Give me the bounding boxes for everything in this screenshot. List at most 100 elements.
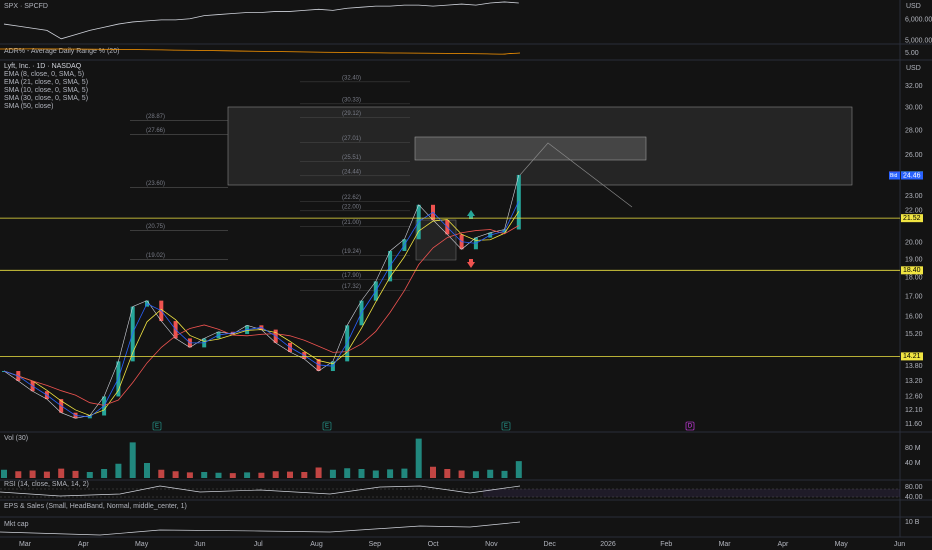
- y-tick-label: 11.60: [905, 421, 922, 428]
- spx-line: [3, 1, 519, 40]
- y-tick-label: 18.00: [905, 274, 923, 281]
- tag-label: Bid: [890, 173, 897, 179]
- price-tag-label: 18.40: [903, 267, 921, 274]
- event-marker-label: E: [504, 424, 508, 430]
- fib-label: (32.40): [342, 75, 361, 81]
- event-marker: [322, 421, 332, 431]
- event-marker-label: E: [325, 424, 329, 430]
- volume-bar: [86, 472, 93, 478]
- volume-bar: [115, 463, 122, 478]
- fib-label: (29.12): [342, 111, 361, 117]
- fib-label: (19.24): [342, 249, 361, 255]
- event-marker: [501, 421, 511, 431]
- zone-box: [227, 106, 853, 186]
- price-tag-label: 14.21: [903, 353, 921, 360]
- moving-average: [3, 200, 520, 418]
- indicator-legend: SMA (30, close, 0, SMA, 5): [4, 95, 88, 102]
- up-arrow: [467, 210, 475, 219]
- volume-bar: [58, 468, 65, 478]
- y-tick-label: 5.00: [905, 50, 919, 57]
- fib-label: (17.90): [342, 273, 361, 279]
- x-tick-label: Apr: [777, 541, 789, 548]
- y-tick-label: 30.00: [905, 104, 923, 111]
- volume-bar: [329, 469, 336, 478]
- volume-bar: [430, 466, 436, 478]
- currency-label: USD: [906, 3, 921, 10]
- y-tick-label: 13.80: [905, 363, 923, 370]
- fib-label: (19.02): [146, 253, 165, 259]
- volume-bar: [287, 471, 293, 478]
- adr-line: [0, 48, 521, 55]
- volume-bar: [372, 470, 379, 478]
- y-tick-label: 19.00: [905, 256, 923, 263]
- mktcap-line: [0, 521, 521, 536]
- y-tick-label: 12.60: [905, 393, 923, 400]
- volume-bar: [229, 473, 236, 478]
- volume-bar: [201, 472, 208, 478]
- x-tick-label: May: [135, 541, 149, 548]
- volume-bar: [415, 438, 422, 478]
- x-tick-label: Mar: [19, 541, 32, 548]
- fib-label: (27.01): [342, 136, 361, 142]
- target-box: [414, 136, 647, 161]
- fib-label: (27.66): [146, 128, 165, 134]
- volume-bar: [215, 472, 222, 478]
- event-marker: [152, 421, 162, 431]
- y-tick-label: 16.00: [905, 314, 923, 321]
- fib-label: (21.00): [342, 220, 361, 226]
- volume-bar: [43, 471, 50, 478]
- pane-label: Mkt cap: [4, 521, 29, 528]
- fib-label: (30.33): [342, 97, 361, 103]
- y-tick-label: 17.00: [905, 294, 923, 301]
- price-tag-label: 21.52: [903, 215, 921, 222]
- volume-bar: [344, 468, 351, 478]
- y-tick-label: 80.00: [905, 484, 923, 491]
- volume-bar: [387, 469, 394, 478]
- y-tick-label: 12.10: [905, 407, 923, 414]
- moving-average: [3, 225, 520, 406]
- fib-label: (17.32): [342, 284, 361, 290]
- volume-bar: [444, 469, 451, 478]
- x-tick-label: Jul: [254, 541, 263, 548]
- y-tick-label: 40 M: [905, 460, 921, 467]
- x-tick-label: Feb: [660, 541, 672, 548]
- volume-bar: [487, 469, 494, 478]
- volume-bar: [158, 469, 165, 478]
- volume-bar: [515, 461, 522, 478]
- candle: [516, 174, 521, 230]
- pane-label: Vol (30): [4, 435, 28, 442]
- fib-label: (24.44): [342, 169, 361, 175]
- fib-label: (23.60): [146, 181, 165, 187]
- y-tick-label: 6,000.00: [905, 17, 932, 24]
- x-tick-label: Dec: [543, 541, 556, 548]
- volume-bar: [172, 471, 179, 478]
- price-tag: [901, 266, 923, 275]
- volume-bar: [301, 472, 308, 478]
- y-tick-label: 10 B: [905, 519, 920, 526]
- y-tick-label: 32.00: [905, 83, 923, 90]
- pane-label: ADR% - Average Daily Range % (20): [4, 48, 119, 55]
- x-tick-label: Sep: [369, 541, 382, 548]
- fib-label: (28.87): [146, 114, 165, 120]
- x-tick-label: 2026: [600, 541, 616, 548]
- currency-label: USD: [906, 65, 921, 72]
- volume-bar: [129, 442, 136, 478]
- x-tick-label: Jun: [894, 541, 905, 548]
- event-marker-label: E: [155, 424, 159, 430]
- rsi-line: [0, 485, 521, 497]
- volume-bar: [1, 469, 7, 478]
- pane-label: SPX · SPCFD: [4, 3, 48, 10]
- fib-label: (20.75): [146, 224, 165, 230]
- volume-bar: [15, 471, 22, 478]
- volume-bar: [144, 463, 150, 478]
- y-tick-label: 26.00: [905, 152, 923, 159]
- volume-bar: [472, 471, 479, 478]
- y-tick-label: 40.00: [905, 494, 923, 501]
- fib-label: (22.00): [342, 204, 361, 210]
- pane-label: RSI (14, close, SMA, 14, 2): [4, 481, 89, 488]
- x-tick-label: Aug: [310, 541, 323, 548]
- down-arrow: [467, 259, 475, 268]
- volume-bar: [244, 472, 251, 478]
